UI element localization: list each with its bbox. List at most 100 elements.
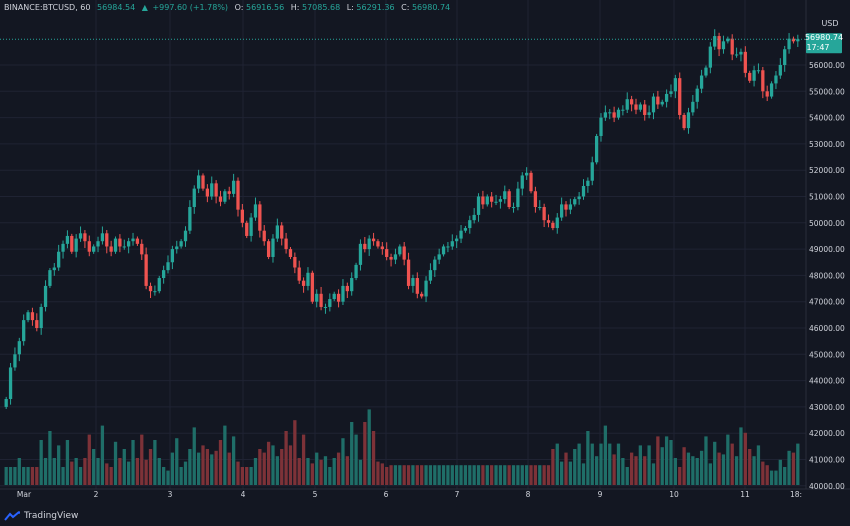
volume-bar xyxy=(175,438,179,485)
price-tick-label: 53000.00 xyxy=(809,140,845,149)
volume-bar xyxy=(13,467,17,485)
candle-body xyxy=(726,38,730,42)
volume-bar xyxy=(266,441,271,485)
candle-body xyxy=(389,256,393,260)
volume-bar xyxy=(306,458,310,485)
candle-body xyxy=(262,230,266,242)
current-price-value: 56980.74 xyxy=(805,33,843,42)
candle-body xyxy=(468,220,472,229)
candle-body xyxy=(756,70,761,72)
volume-bar xyxy=(752,456,756,485)
candle-body xyxy=(656,96,660,105)
price-tick-label: 52000.00 xyxy=(809,166,845,175)
candle-body xyxy=(428,270,433,281)
volume-bar xyxy=(529,465,533,485)
candle-body xyxy=(52,267,56,271)
volume-bar xyxy=(153,440,157,485)
candle-body xyxy=(48,270,52,286)
time-tick-label: 6 xyxy=(384,490,389,499)
price-axis-background xyxy=(806,0,850,526)
volume-bar xyxy=(643,456,647,485)
price-tick-label: 41000.00 xyxy=(809,456,845,465)
candle-body xyxy=(774,75,778,84)
volume-bar xyxy=(678,467,682,485)
candle-body xyxy=(266,241,271,257)
candle-body xyxy=(734,54,739,56)
candle-body xyxy=(367,238,371,250)
volume-bar xyxy=(140,434,144,485)
time-tick-label: 4 xyxy=(241,490,246,499)
candle-body xyxy=(78,233,83,239)
volume-bar xyxy=(450,465,454,485)
candle-body xyxy=(301,280,306,286)
currency-label[interactable]: USD xyxy=(821,19,838,28)
price-axis[interactable]: 40000.00 41000.00 42000.00 43000.00 44000.00… xyxy=(809,61,845,491)
candle-body xyxy=(363,243,367,250)
volume-bar xyxy=(494,465,498,485)
candle-body xyxy=(516,188,520,208)
candle-body xyxy=(332,293,336,300)
volume-bar xyxy=(376,461,380,485)
volume-bar xyxy=(608,443,612,485)
candle-body xyxy=(319,293,323,307)
candle-body xyxy=(446,246,450,248)
price-tick-label: 40000.00 xyxy=(809,482,845,491)
candle-body xyxy=(450,241,454,247)
volume-bar xyxy=(503,465,507,485)
candle-body xyxy=(603,112,608,118)
volume-bar xyxy=(765,465,769,485)
candle-body xyxy=(166,262,170,271)
volume-bar xyxy=(721,454,726,485)
volume-bar xyxy=(157,458,161,485)
time-axis[interactable]: Mar 2 3 4 5 6 7 8 9 10 11 18: xyxy=(17,490,802,499)
candle-countdown: 17:47 xyxy=(806,43,829,52)
volume-bar xyxy=(555,443,559,485)
candle-body xyxy=(778,65,782,76)
volume-bar xyxy=(463,465,468,485)
volume-bar xyxy=(319,459,323,485)
candle-body xyxy=(17,341,21,355)
volume-bar xyxy=(761,461,765,485)
candle-body xyxy=(699,75,704,89)
candle-body xyxy=(695,88,699,102)
volume-bar xyxy=(131,440,135,485)
time-tick-label: Mar xyxy=(17,490,32,499)
candle-body xyxy=(153,291,157,293)
candle-body xyxy=(223,191,227,202)
symbol-label[interactable]: BINANCE:BTCUSD, 60 xyxy=(4,3,90,12)
volume-bar xyxy=(57,445,61,485)
candle-body xyxy=(30,312,35,321)
volume-bar xyxy=(192,427,196,485)
volume-bar xyxy=(231,436,236,485)
volume-bar xyxy=(354,434,358,485)
volume-bar xyxy=(520,465,524,485)
volume-bar xyxy=(258,449,262,485)
close-value: 56980.74 xyxy=(412,3,450,12)
candle-body xyxy=(463,228,468,231)
volume-bar xyxy=(113,441,118,485)
volume-bar xyxy=(603,425,608,485)
volume-bar xyxy=(30,467,35,485)
candle-body xyxy=(621,109,625,111)
volume-bar xyxy=(196,452,201,485)
candle-body xyxy=(476,196,481,215)
volume-bar xyxy=(297,458,301,485)
candlesticks xyxy=(4,29,800,410)
candle-body xyxy=(503,191,507,200)
candle-body xyxy=(455,238,459,242)
volume-bar xyxy=(599,443,603,485)
price-tick-label: 42000.00 xyxy=(809,429,845,438)
candle-body xyxy=(140,243,144,255)
brand-footer[interactable]: TradingView xyxy=(4,511,78,521)
price-tick-label: 54000.00 xyxy=(809,114,845,123)
candle-body xyxy=(118,238,122,247)
candle-body xyxy=(127,241,131,247)
volume-bar xyxy=(315,452,319,485)
candle-body xyxy=(494,201,498,203)
volume-bar xyxy=(433,465,437,485)
volume-bar xyxy=(170,452,175,485)
change-arrow-icon: ▲ xyxy=(142,3,149,12)
price-tick-label: 49000.00 xyxy=(809,245,845,254)
volume-bar xyxy=(205,449,210,485)
